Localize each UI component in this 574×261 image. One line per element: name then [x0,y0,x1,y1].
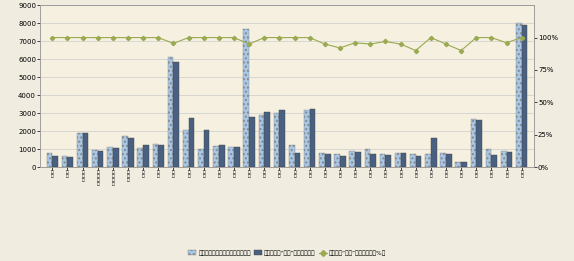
Bar [522,25,528,167]
Bar [401,153,406,167]
Bar [67,157,73,167]
Bar [501,151,507,167]
Bar [455,162,461,167]
Bar [213,146,219,167]
Bar [425,155,431,167]
Bar [340,156,346,167]
Bar [476,120,482,167]
Bar [491,155,497,167]
Bar [431,138,437,167]
Bar [61,156,67,167]
Bar [410,155,416,167]
Bar [379,155,385,167]
Bar [446,153,452,167]
Bar [128,138,134,167]
Bar [183,130,189,167]
Bar [158,145,164,167]
Bar [294,153,300,167]
Bar [370,155,376,167]
Bar [168,57,173,167]
Bar [461,162,467,167]
Bar [274,113,280,167]
Bar [122,137,128,167]
Bar [204,130,210,167]
Legend: 新办建质量监督手续的工程（项）, 其中已签署“两书”的工程（项）, 新建工程“两书”制度覆盖率（%）: 新办建质量监督手续的工程（项）, 其中已签署“两书”的工程（项）, 新建工程“两… [185,248,389,258]
Bar [516,23,522,167]
Bar [228,147,234,167]
Bar [507,152,513,167]
Bar [395,153,401,167]
Bar [334,155,340,167]
Bar [289,145,294,167]
Bar [83,133,88,167]
Bar [471,119,476,167]
Bar [319,153,325,167]
Bar [52,156,58,167]
Bar [107,147,113,167]
Bar [364,149,370,167]
Bar [350,151,355,167]
Bar [173,62,179,167]
Bar [113,148,119,167]
Bar [46,153,52,167]
Bar [325,153,331,167]
Bar [189,118,195,167]
Bar [219,145,224,167]
Bar [153,144,158,167]
Bar [92,150,98,167]
Bar [264,112,270,167]
Bar [249,117,255,167]
Bar [143,145,149,167]
Bar [310,109,316,167]
Bar [234,147,240,167]
Bar [98,151,103,167]
Bar [440,153,446,167]
Bar [486,149,491,167]
Bar [137,148,143,167]
Bar [258,115,264,167]
Bar [304,110,310,167]
Bar [416,156,421,167]
Bar [355,152,361,167]
Bar [385,155,391,167]
Bar [280,110,285,167]
Bar [198,149,204,167]
Bar [77,133,83,167]
Bar [243,29,249,167]
